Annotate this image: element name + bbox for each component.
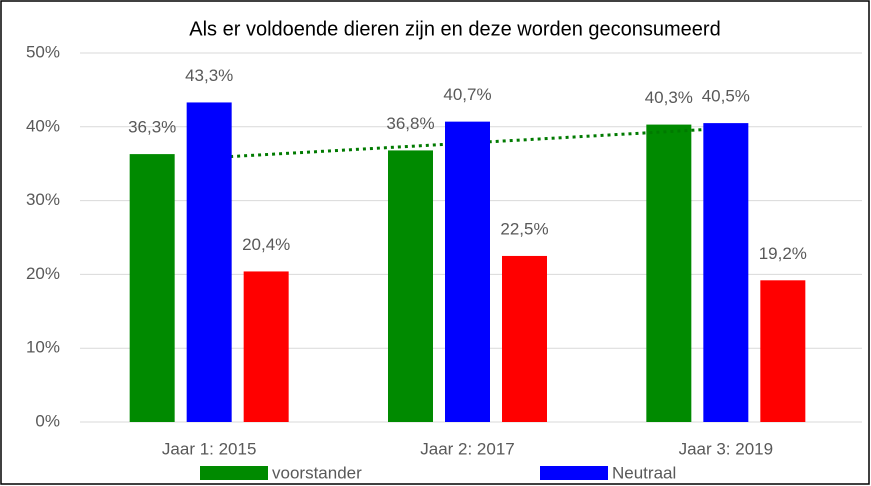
legend-label: voorstander <box>272 463 362 482</box>
bar <box>388 150 433 422</box>
bar <box>445 121 490 422</box>
y-tick-label: 40% <box>26 116 60 135</box>
data-label: 36,3% <box>128 118 176 137</box>
data-label: 40,5% <box>702 87 750 106</box>
x-tick-label: Jaar 2: 2017 <box>420 439 515 458</box>
y-tick-label: 50% <box>26 42 60 61</box>
x-tick-label: Jaar 3: 2019 <box>679 439 774 458</box>
bar <box>703 123 749 423</box>
bar <box>502 255 547 422</box>
y-tick-label: 10% <box>26 338 60 357</box>
bar <box>646 124 692 422</box>
data-label: 20,4% <box>242 235 290 254</box>
x-tick-label: Jaar 1: 2015 <box>162 439 257 458</box>
legend-label: Neutraal <box>612 463 676 482</box>
bar <box>760 280 806 422</box>
bar <box>186 102 232 423</box>
y-tick-label: 20% <box>26 264 60 283</box>
data-label: 19,2% <box>759 244 807 263</box>
data-label: 22,5% <box>500 219 548 238</box>
data-label: 43,3% <box>185 66 233 85</box>
data-label: 40,7% <box>443 85 491 104</box>
bar <box>129 154 175 422</box>
chart-title: Als er voldoende dieren zijn en deze wor… <box>189 18 720 40</box>
legend-swatch <box>200 466 268 480</box>
data-label: 36,8% <box>386 114 434 133</box>
data-label: 40,3% <box>645 88 693 107</box>
bar <box>243 271 289 422</box>
y-tick-label: 0% <box>35 411 60 430</box>
legend-swatch <box>540 466 608 480</box>
y-tick-label: 30% <box>26 190 60 209</box>
